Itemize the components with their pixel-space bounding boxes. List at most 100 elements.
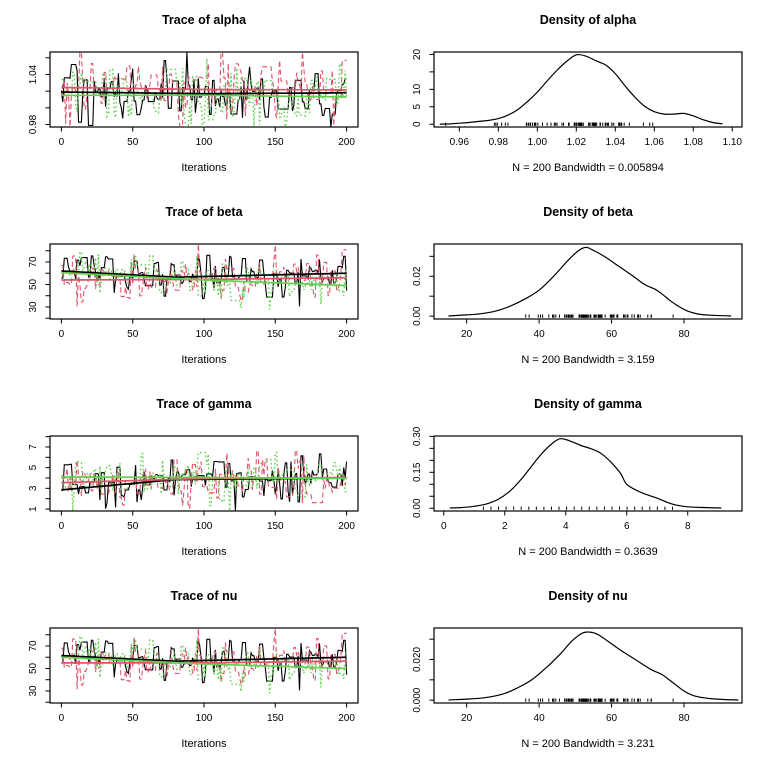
x-tick-label: 80 [678, 329, 690, 340]
y-tick-label: 0.020 [412, 647, 423, 672]
x-tick-label: 50 [127, 329, 139, 340]
x-tick-label: 2 [502, 521, 508, 532]
density-curve [449, 438, 722, 509]
density-nu-plot: 20 40 60 80 0.000 0.020 [412, 627, 743, 724]
x-tick-label: 50 [127, 137, 139, 148]
y-tick-label: 1 [28, 506, 39, 512]
x-tick-label: 100 [196, 713, 213, 724]
density-alpha-plot: 0.96 0.98 1.00 1.02 1.04 1.06 1.08 1.10 0 5 10 20 [412, 48, 743, 148]
trace-alpha-plot: 0 50 100 150 200 0.98 1.04 [28, 51, 359, 148]
density-curve [448, 631, 739, 701]
y-tick-label: 0.98 [28, 114, 39, 134]
y-tick-label: 0.02 [412, 266, 423, 286]
x-tick-label: 100 [196, 137, 213, 148]
x-tick-label: 1.02 [567, 137, 587, 148]
y-tick-label: 20 [412, 48, 423, 60]
rug-marks [525, 698, 674, 702]
trace-chain-2-line [61, 449, 348, 509]
y-tick-label: 7 [28, 444, 39, 450]
density-stats-label: N = 200 Bandwidth = 0.005894 [512, 162, 664, 174]
x-tick-label: 20 [461, 329, 473, 340]
plot-title: Trace of beta [165, 205, 243, 219]
x-tick-label: 6 [624, 521, 630, 532]
x-tick-label: 100 [196, 329, 213, 340]
trace-chain-3-line [61, 451, 347, 511]
x-tick-label: 150 [267, 521, 284, 532]
x-tick-label: 200 [338, 713, 355, 724]
plot-title: Trace of alpha [161, 13, 247, 27]
x-tick-label: 150 [267, 137, 284, 148]
plot-title: Density of nu [548, 589, 628, 603]
plot-box [49, 627, 359, 704]
plot-box [433, 243, 743, 320]
trace-beta-plot: 0 50 100 150 200 30 50 70 [28, 243, 359, 340]
y-tick-label: 70 [28, 640, 39, 652]
x-tick-label: 150 [267, 713, 284, 724]
density-curve [448, 246, 732, 317]
x-tick-label: 50 [127, 713, 139, 724]
smoother-chain-2-line [61, 86, 347, 91]
x-tick-label: 40 [534, 329, 546, 340]
smoother-chain-1-line [61, 91, 347, 95]
density-beta-plot: 20 40 60 80 0.00 0.02 [412, 243, 743, 340]
x-tick-label: 40 [534, 713, 546, 724]
y-tick-label: 0.00 [412, 306, 423, 326]
plot-title: Density of beta [543, 205, 633, 219]
density-curve [439, 53, 723, 125]
x-tick-label: 200 [338, 521, 355, 532]
x-tick-label: 1.00 [528, 137, 548, 148]
x-tick-label: 8 [685, 521, 691, 532]
x-tick-label: 200 [338, 329, 355, 340]
x-axis-label: Iterations [181, 546, 227, 558]
plot-title: Trace of gamma [156, 397, 252, 411]
x-tick-label: 0 [59, 521, 65, 532]
x-tick-label: 0 [441, 521, 447, 532]
x-tick-label: 60 [606, 329, 618, 340]
smoother-chain-3-line [61, 656, 347, 670]
trace-gamma-plot: 0 50 100 150 200 1 3 5 7 [28, 435, 359, 532]
x-tick-label: 1.06 [645, 137, 665, 148]
trace-chain-1-line [61, 638, 348, 691]
density-stats-label: N = 200 Bandwidth = 0.3639 [518, 546, 658, 558]
smoother-chain-2-line [61, 660, 347, 664]
smoother-chain-1-line [61, 270, 347, 279]
y-tick-label: 70 [28, 256, 39, 268]
y-tick-label: 30 [28, 685, 39, 697]
x-tick-label: 0.98 [489, 137, 509, 148]
plot-box [433, 51, 743, 128]
density-stats-label: N = 200 Bandwidth = 3.231 [521, 738, 655, 750]
smoother-chain-3-line [61, 94, 347, 98]
y-tick-label: 10 [412, 83, 423, 95]
plot-title: Density of gamma [534, 397, 642, 411]
x-tick-label: 1.04 [606, 137, 626, 148]
y-tick-label: 50 [28, 662, 39, 674]
y-tick-label: 5 [412, 104, 423, 110]
x-tick-label: 200 [338, 137, 355, 148]
trace-chain-1-line [61, 453, 348, 511]
y-tick-label: 30 [28, 301, 39, 313]
x-tick-label: 0 [59, 329, 65, 340]
trace-nu-plot: 0 50 100 150 200 30 50 70 [28, 627, 359, 724]
x-tick-label: 1.10 [723, 137, 743, 148]
smoother-chain-1-line [61, 654, 347, 663]
y-tick-label: 1.04 [28, 64, 39, 84]
panel-density-beta: Density of beta 20 40 60 80 0.00 0.02 N = 200… [384, 192, 768, 384]
rug-marks [525, 314, 674, 318]
plot-title: Density of alpha [539, 13, 637, 27]
panel-trace-gamma: Trace of gamma 0 50 100 150 200 1 3 5 7 Iteratio… [0, 384, 384, 576]
y-tick-label: 50 [28, 278, 39, 290]
y-tick-label: 5 [28, 464, 39, 470]
y-tick-label: 0 [412, 121, 423, 127]
trace-chain-3-line [61, 635, 348, 694]
x-tick-label: 80 [678, 713, 690, 724]
plot-box [433, 435, 743, 512]
x-axis-label: Iterations [181, 162, 227, 174]
smoother-chain-3-line [61, 476, 347, 480]
panel-trace-nu: Trace of nu 0 50 100 150 200 30 50 70 Iteration… [0, 576, 384, 768]
panel-density-alpha: Density of alpha 0.96 0.98 1.00 1.02 1.04 1.0… [384, 0, 768, 192]
x-tick-label: 50 [127, 521, 139, 532]
x-tick-label: 0.96 [450, 137, 470, 148]
x-axis-label: Iterations [181, 354, 227, 366]
y-tick-label: 0.000 [412, 687, 423, 712]
panel-trace-beta: Trace of beta 0 50 100 150 200 30 50 70 Iterati… [0, 192, 384, 384]
